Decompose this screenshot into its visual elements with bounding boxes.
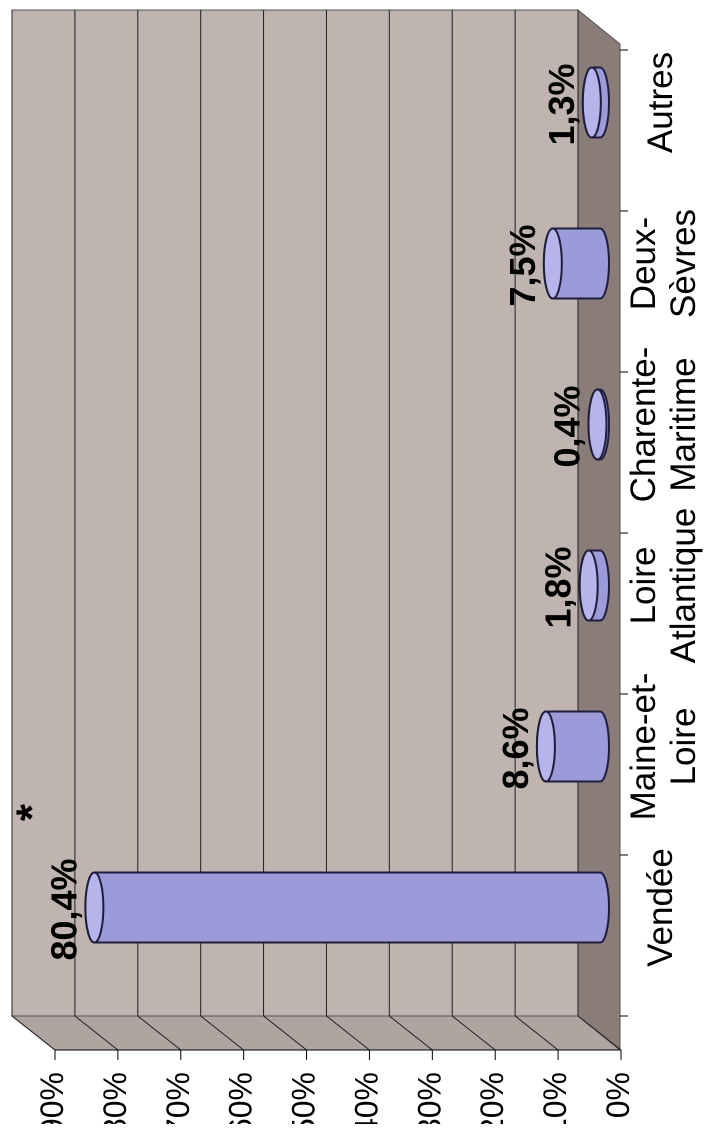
x-category-label: Charente- xyxy=(624,347,663,503)
grid-line-depth xyxy=(11,1015,56,1051)
chart-gridlines xyxy=(11,10,622,1051)
grid-line-depth xyxy=(74,1015,119,1051)
grid-line-depth xyxy=(577,1015,622,1051)
y-tick-label: 40% xyxy=(348,1072,384,1124)
x-category-label: Loire xyxy=(664,708,703,786)
data-label: 7,5% xyxy=(502,224,543,306)
bar-cap xyxy=(587,388,608,461)
x-category-label: Deux- xyxy=(624,217,663,310)
grid-line-depth xyxy=(137,1015,182,1051)
y-tick-label: 20% xyxy=(474,1072,510,1124)
grid-line-depth xyxy=(263,1015,307,1051)
y-tick-label: 30% xyxy=(411,1072,447,1124)
data-label: 80,4% xyxy=(43,858,84,960)
back-wall xyxy=(11,9,579,1017)
y-tick-label: 70% xyxy=(160,1072,196,1124)
bar-cap xyxy=(542,227,563,300)
y-tick-label: 50% xyxy=(286,1072,322,1124)
x-category-label: Maine-et- xyxy=(624,673,663,821)
chart-bars xyxy=(84,66,610,944)
y-tick-label: 60% xyxy=(223,1072,259,1124)
bar-cap xyxy=(84,871,105,944)
x-category-label: Autres xyxy=(641,52,680,153)
grid-line-depth xyxy=(514,1015,559,1051)
x-category-label: Vendée xyxy=(641,848,680,967)
bar xyxy=(587,388,610,461)
bar xyxy=(578,549,610,622)
chart-labels: 80,4% 8,6% 1,8% 0,4% 7,5% 1,3% * Vendée Maine-et… xyxy=(7,52,703,967)
data-label: 8,6% xyxy=(495,707,536,789)
grid-line-depth xyxy=(326,1015,370,1051)
bar xyxy=(84,871,610,944)
annotation-asterisk: * xyxy=(7,803,56,821)
x-category-label: Atlantique xyxy=(664,508,703,664)
y-tick-label: 10% xyxy=(537,1072,573,1124)
side-wall xyxy=(10,1015,622,1051)
bar-cap xyxy=(581,66,602,139)
y-tick-label: 0% xyxy=(600,1072,636,1118)
bar xyxy=(535,710,610,783)
grid-line-depth xyxy=(389,1015,433,1051)
grid-line-depth xyxy=(451,1015,496,1051)
data-label: 1,8% xyxy=(538,546,579,628)
bar xyxy=(542,227,610,300)
bar xyxy=(581,66,610,139)
bar-cap xyxy=(578,549,599,622)
bar-body xyxy=(84,871,610,944)
y-tick-label: 90% xyxy=(34,1072,70,1124)
x-category-label: Loire xyxy=(624,547,663,625)
grid-line-depth xyxy=(200,1015,244,1051)
data-label: 0,4% xyxy=(546,385,587,467)
y-axis-ticks: 0% 10% 20% 30% 40% 50% 60% 70% 80% 90% xyxy=(34,49,636,1129)
bar-cap xyxy=(535,710,556,783)
x-category-label: Sèvres xyxy=(664,209,703,318)
y-tick-label: 80% xyxy=(97,1072,133,1124)
data-label: 1,3% xyxy=(541,63,582,145)
x-category-label: Maritime xyxy=(664,357,703,491)
